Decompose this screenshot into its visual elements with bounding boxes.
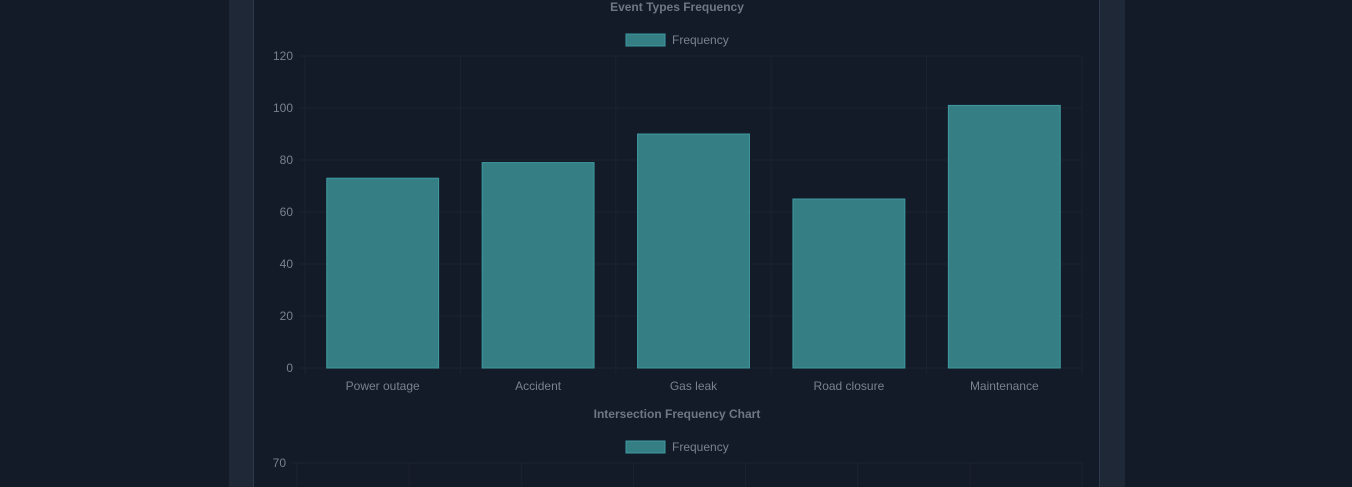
event-types-x-axis: Power outage Accident Gas leak Road closure… [346,379,1039,393]
y-tick-label: 40 [280,257,294,271]
y-tick-label: 80 [280,153,294,167]
x-tick-label: Gas leak [670,379,718,393]
y-tick-label: 70 [273,456,287,470]
bar-road-closure [792,198,906,369]
bar-maintenance [947,104,1061,369]
event-types-legend[interactable]: Frequency [625,33,729,47]
x-tick-label: Accident [515,379,562,393]
y-tick-label: 100 [273,101,293,115]
x-tick-label: Maintenance [970,379,1039,393]
intersection-chart: Intersection Frequency Chart Frequency 7… [273,407,1083,487]
event-types-y-axis: 0 20 40 60 80 100 120 [273,49,293,375]
bar-gas-leak [637,133,750,369]
intersection-chart-title: Intersection Frequency Chart [594,407,761,421]
event-types-chart: Event Types Frequency Frequency 0 20 40 60 8… [273,0,1083,393]
y-tick-label: 0 [286,361,293,375]
legend-swatch [625,440,666,454]
y-tick-label: 20 [280,309,294,323]
x-tick-label: Power outage [346,379,420,393]
intersection-grid [291,462,1083,487]
bar-accident [481,162,595,369]
y-tick-label: 120 [273,49,293,63]
x-tick-label: Road closure [814,379,885,393]
bar-power-outage [326,177,440,369]
y-tick-label: 60 [280,205,294,219]
legend-label: Frequency [672,33,729,47]
event-types-bars [326,104,1061,369]
intersection-legend[interactable]: Frequency [625,440,729,454]
event-types-chart-title: Event Types Frequency [610,0,744,14]
legend-label: Frequency [672,440,729,454]
legend-swatch [625,33,666,47]
